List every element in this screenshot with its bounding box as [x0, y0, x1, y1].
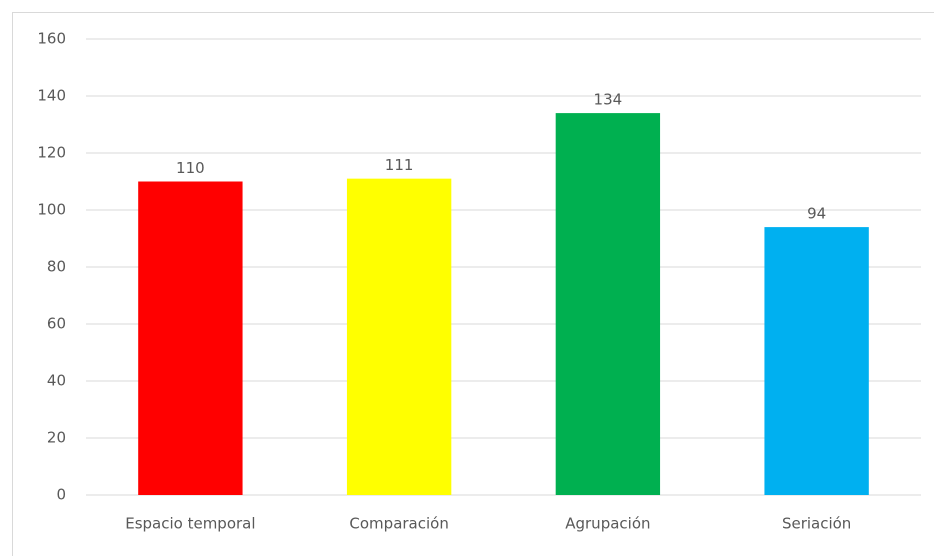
x-tick-label: Seriación [782, 515, 851, 533]
y-tick-label: 40 [47, 372, 66, 390]
x-tick-label: Comparación [349, 515, 448, 533]
bar [346, 178, 452, 495]
data-label: 94 [807, 205, 826, 223]
data-label: 111 [385, 156, 414, 174]
y-tick-label: 160 [37, 30, 66, 48]
bar [138, 181, 243, 495]
y-tick-label: 140 [37, 87, 66, 105]
y-tick-label: 60 [47, 315, 66, 333]
x-tick-label: Agrupación [565, 515, 650, 533]
y-tick-label: 80 [47, 258, 66, 276]
data-label: 134 [594, 91, 623, 109]
y-tick-label: 0 [56, 486, 66, 504]
y-tick-label: 120 [37, 144, 66, 162]
y-tick-label: 20 [47, 429, 66, 447]
y-tick-label: 100 [37, 201, 66, 219]
bar [764, 227, 869, 495]
chart-border [12, 12, 934, 556]
x-tick-label: Espacio temporal [125, 515, 255, 533]
data-label: 110 [176, 159, 205, 177]
bar [555, 113, 661, 495]
